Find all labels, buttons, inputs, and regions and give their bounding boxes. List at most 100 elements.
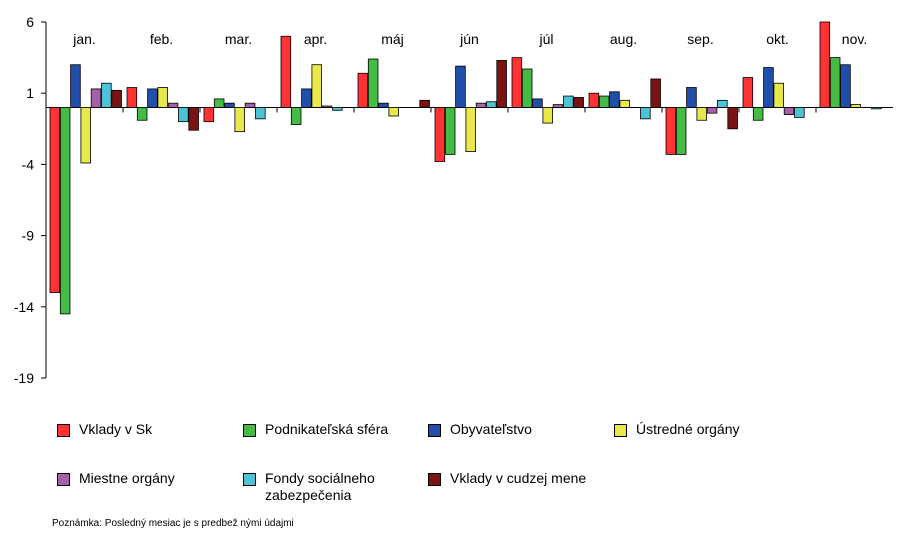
bar bbox=[610, 92, 620, 108]
legend-swatch bbox=[57, 473, 70, 486]
category-label: jan. bbox=[72, 31, 96, 47]
category-label: aug. bbox=[610, 31, 637, 47]
bar bbox=[389, 107, 399, 116]
legend-item-podnikatelska-sfera: Podnikateľská sféra bbox=[243, 421, 388, 438]
bar bbox=[81, 107, 91, 163]
legend-swatch bbox=[243, 473, 256, 486]
bar-chart: 6 1 -4 -9 -14 -19 jan. feb. mar. apr. máj jún júl aug… bbox=[0, 0, 907, 400]
bar bbox=[256, 107, 266, 118]
bar bbox=[322, 106, 332, 107]
legend-swatch bbox=[243, 424, 256, 437]
bar bbox=[753, 107, 763, 120]
bar bbox=[312, 65, 322, 108]
bar bbox=[245, 103, 255, 107]
legend-swatch bbox=[428, 424, 441, 437]
bar bbox=[168, 103, 178, 107]
bar bbox=[564, 96, 574, 107]
category-label: nov. bbox=[842, 31, 867, 47]
legend-label: Vklady v cudzej mene bbox=[450, 470, 586, 487]
legend-item-obyvatelstvo: Obyvateľstvo bbox=[428, 421, 532, 438]
bar bbox=[466, 107, 476, 151]
bar bbox=[291, 107, 301, 124]
bar bbox=[476, 103, 486, 107]
y-tick-label: -19 bbox=[14, 370, 34, 386]
bar bbox=[830, 58, 840, 108]
bar bbox=[225, 103, 235, 107]
bar bbox=[872, 107, 882, 108]
bar bbox=[60, 107, 70, 313]
category-label: júl bbox=[538, 31, 553, 47]
footnote: Poznámka: Posledný mesiac je s predbež n… bbox=[52, 518, 294, 529]
legend-swatch bbox=[614, 424, 627, 437]
bar bbox=[666, 107, 676, 154]
bar bbox=[50, 107, 60, 292]
bar bbox=[179, 107, 189, 121]
category-label: sep. bbox=[687, 31, 713, 47]
bar bbox=[820, 22, 830, 107]
legend-item-vklady-v-sk: Vklady v Sk bbox=[57, 421, 152, 438]
bar bbox=[333, 107, 343, 110]
bar bbox=[112, 90, 122, 107]
bar bbox=[281, 36, 291, 107]
legend-item-ustredne-organy: Ústredné orgány bbox=[614, 421, 740, 438]
bar bbox=[589, 93, 599, 107]
y-tick-label: -4 bbox=[22, 156, 35, 172]
bar bbox=[718, 100, 728, 107]
bar bbox=[456, 66, 466, 107]
bar bbox=[743, 78, 753, 108]
bar bbox=[91, 89, 101, 108]
bar bbox=[204, 107, 214, 121]
bar bbox=[533, 99, 543, 108]
legend-label: Obyvateľstvo bbox=[450, 421, 532, 438]
bar bbox=[774, 83, 784, 107]
bar bbox=[158, 88, 168, 108]
y-tick-label: 1 bbox=[26, 85, 34, 101]
bar bbox=[214, 99, 224, 108]
bar bbox=[497, 60, 507, 107]
category-label: máj bbox=[381, 31, 404, 47]
legend-label: Miestne orgány bbox=[79, 470, 175, 487]
bar bbox=[435, 107, 445, 161]
bar bbox=[676, 107, 686, 154]
bar bbox=[620, 100, 630, 107]
bar bbox=[841, 65, 851, 108]
legend-label: Ústredné orgány bbox=[636, 421, 740, 438]
bar bbox=[687, 88, 697, 108]
bar bbox=[127, 88, 137, 108]
bar bbox=[512, 58, 522, 108]
legend-label: Vklady v Sk bbox=[79, 421, 152, 438]
bar bbox=[764, 68, 774, 108]
legend-label: Podnikateľská sféra bbox=[265, 421, 388, 438]
bar bbox=[543, 107, 553, 123]
category-label: mar. bbox=[225, 31, 252, 47]
bar bbox=[358, 73, 368, 107]
legend-swatch bbox=[57, 424, 70, 437]
bar bbox=[553, 105, 563, 108]
bar bbox=[795, 107, 805, 117]
bar bbox=[102, 83, 112, 107]
legend-item-miestne-organy: Miestne orgány bbox=[57, 470, 175, 487]
bar bbox=[137, 107, 147, 120]
bar bbox=[641, 107, 651, 118]
bar bbox=[420, 100, 430, 107]
bar bbox=[574, 97, 584, 107]
y-tick-label: -14 bbox=[14, 299, 34, 315]
bar bbox=[368, 59, 378, 107]
bar bbox=[302, 89, 312, 108]
category-label: jún bbox=[459, 31, 479, 47]
legend-label: Fondy sociálneho zabezpečenia bbox=[265, 470, 403, 504]
bar bbox=[707, 107, 717, 113]
bar bbox=[235, 107, 245, 131]
bar bbox=[487, 102, 497, 108]
y-tick-label: -9 bbox=[22, 228, 35, 244]
bar bbox=[728, 107, 738, 128]
bar bbox=[189, 107, 199, 130]
bar bbox=[784, 107, 794, 114]
bar bbox=[599, 96, 609, 107]
bar bbox=[71, 65, 81, 108]
category-label: feb. bbox=[150, 31, 173, 47]
bar bbox=[697, 107, 707, 120]
legend-item-fondy-socialneho-zabezpecenia: Fondy sociálneho zabezpečenia bbox=[243, 470, 403, 504]
bar bbox=[445, 107, 455, 154]
bar bbox=[522, 69, 532, 107]
